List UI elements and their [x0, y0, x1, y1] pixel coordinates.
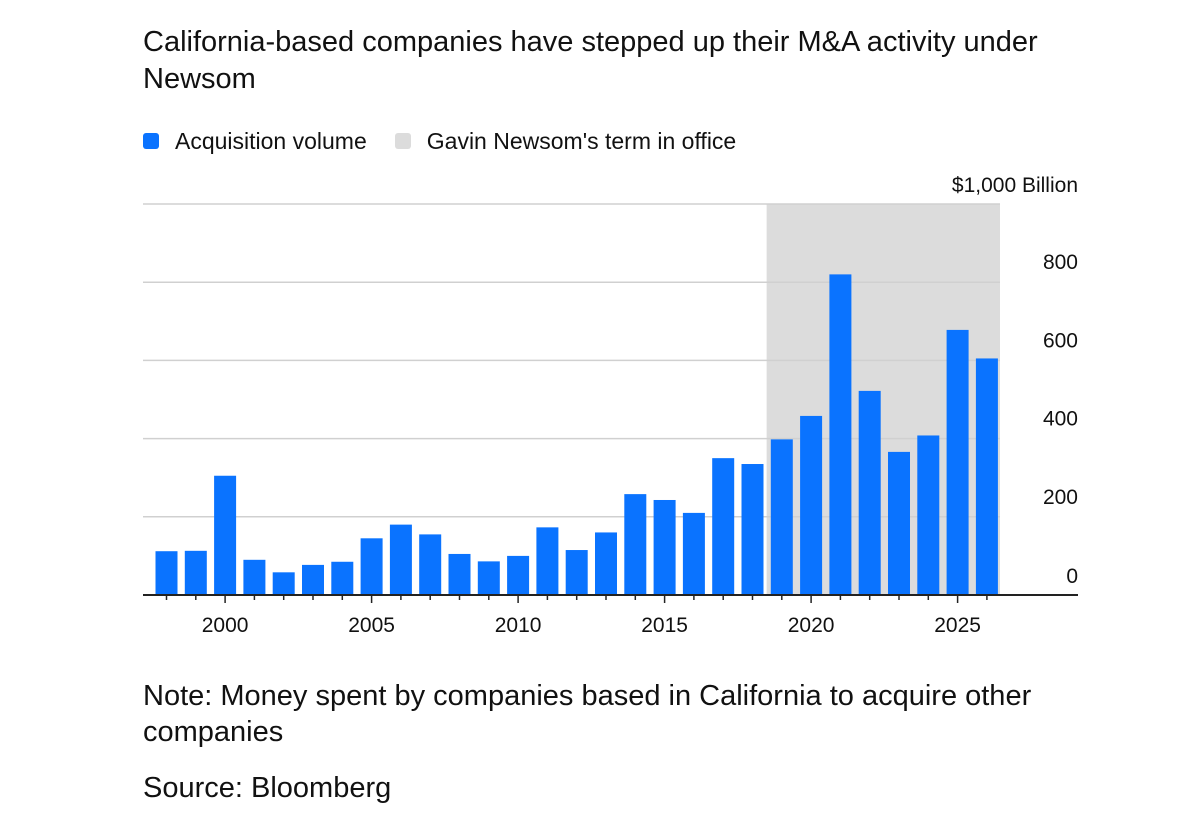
legend-label-newsom-term: Gavin Newsom's term in office	[426, 127, 737, 154]
legend-item-acquisition-volume: Acquisition volume	[143, 128, 367, 155]
bar	[272, 572, 295, 595]
bar	[946, 329, 969, 595]
bar	[155, 551, 178, 595]
x-tick-label: 2015	[641, 614, 688, 637]
bar	[243, 559, 266, 595]
bar	[565, 550, 588, 595]
legend-label-acquisition-volume: Acquisition volume	[175, 127, 367, 154]
bar	[624, 494, 647, 595]
bar	[419, 534, 442, 595]
bar-chart: $1,000 Billion 0 200 400 600 800 2000 2005 2010 2…	[143, 174, 1078, 637]
y-tick-label: 0	[1066, 565, 1078, 588]
x-tick-label: 2025	[934, 614, 981, 637]
y-axis-unit-label: $1,000 Billion	[952, 174, 1078, 197]
chart-note: Note: Money spent by companies based in …	[143, 680, 1032, 748]
x-tick-label: 2005	[348, 614, 395, 637]
bar	[302, 564, 324, 595]
bar	[389, 524, 412, 595]
bar	[770, 439, 793, 595]
legend-swatch-bar	[143, 133, 159, 149]
bar	[214, 475, 237, 595]
bar	[595, 532, 617, 595]
y-tick-label: 200	[1043, 486, 1078, 509]
bar	[536, 527, 559, 595]
chart-source: Source: Bloomberg	[143, 772, 392, 804]
x-tick-label: 2000	[202, 614, 249, 637]
bar	[858, 390, 881, 595]
bar	[184, 550, 207, 595]
bar	[800, 415, 823, 595]
y-tick-label: 800	[1043, 251, 1078, 274]
y-tick-label: 600	[1043, 329, 1078, 352]
bar	[975, 358, 998, 595]
bar	[360, 538, 383, 595]
legend-swatch-shade	[394, 133, 411, 149]
x-tick-label: 2020	[788, 614, 835, 637]
bar	[682, 512, 705, 595]
bar	[888, 451, 910, 595]
bar	[829, 274, 852, 595]
bar	[477, 561, 500, 595]
bar	[917, 435, 940, 595]
legend-item-newsom-term: Gavin Newsom's term in office	[394, 127, 737, 155]
x-tick-label: 2010	[495, 614, 542, 637]
bar	[741, 464, 764, 595]
bar	[653, 499, 676, 595]
bar	[507, 555, 530, 595]
chart-title: California-based companies have stepped …	[143, 26, 1038, 95]
legend: Acquisition volume Gavin Newsom's term i…	[143, 127, 764, 155]
bar	[448, 553, 471, 595]
bar	[331, 561, 354, 595]
bar	[712, 458, 735, 595]
y-tick-label: 400	[1043, 408, 1078, 431]
